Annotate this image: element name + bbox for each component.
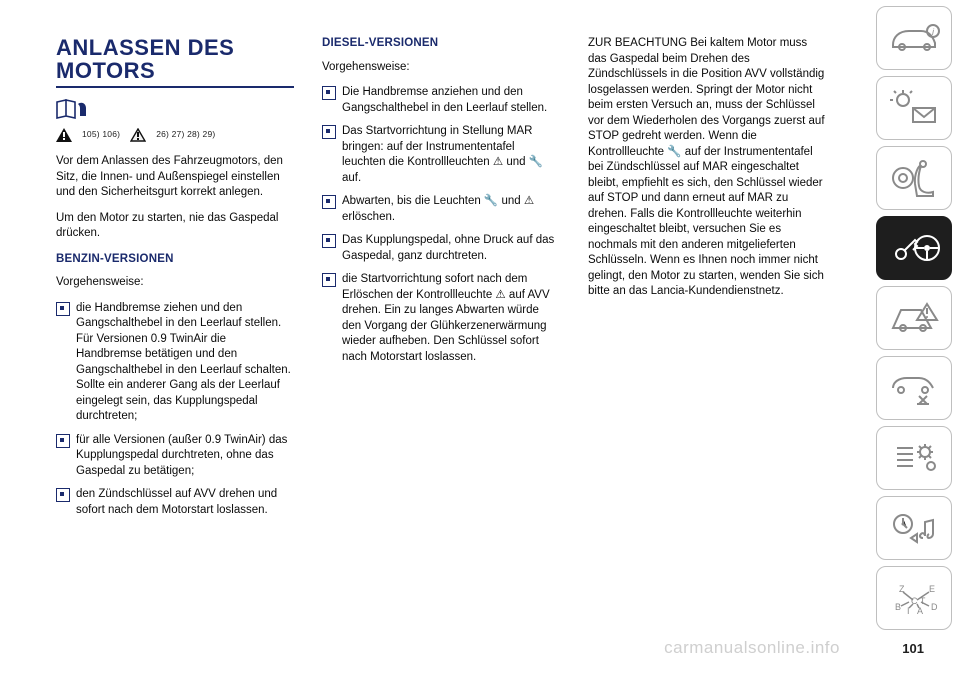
svg-text:E: E — [929, 584, 935, 594]
read-manual-row — [56, 98, 294, 120]
warn-triangle-icon — [56, 128, 72, 142]
step-diesel-2: Das Startvorrichtung in Stellung MAR bri… — [322, 124, 560, 186]
sidebar-item-settings-list[interactable] — [876, 426, 952, 490]
step-diesel-3: Abwarten, bis die Leuchten 🔧 und ⚠ erlös… — [322, 194, 560, 225]
para-note: ZUR BEACHTUNG Bei kaltem Motor muss das … — [588, 36, 826, 300]
sidebar-item-gearshift[interactable]: Z E B D I A C T — [876, 566, 952, 630]
para-no-gas: Um den Motor zu starten, nie das Gaspeda… — [56, 211, 294, 242]
title-line2: MOTORS — [56, 58, 155, 83]
sidebar-item-airbag-seat[interactable] — [876, 146, 952, 210]
manual-page: ANLASSEN DES MOTORS 105) 106) 26) 27) 28… — [0, 0, 960, 527]
column-1: ANLASSEN DES MOTORS 105) 106) 26) 27) 28… — [56, 36, 294, 527]
watermark: carmanualsonline.info — [664, 638, 840, 658]
sidebar-nav: i Z E B D I A C T — [876, 6, 952, 630]
lead-petrol: Vorgehensweise: — [56, 275, 294, 291]
sidebar-item-nav-music[interactable] — [876, 496, 952, 560]
warning-refs-row: 105) 106) 26) 27) 28) 29) — [56, 128, 294, 142]
title-underline — [56, 86, 294, 88]
steps-diesel: Die Handbremse anziehen und den Gangscha… — [322, 85, 560, 365]
warn-refs-2: 26) 27) 28) 29) — [156, 129, 215, 140]
para-before-start: Vor dem Anlassen des Fahrzeugmotors, den… — [56, 154, 294, 201]
column-3: ZUR BEACHTUNG Bei kaltem Motor muss das … — [588, 36, 826, 527]
subhead-petrol: BENZIN-VERSIONEN — [56, 252, 294, 268]
hand-book-icon — [56, 98, 90, 120]
warn-triangle-outline-icon — [130, 128, 146, 142]
svg-text:B: B — [895, 602, 901, 612]
step-diesel-4: Das Kupplungspedal, ohne Druck auf das G… — [322, 233, 560, 264]
sidebar-item-light-mail[interactable] — [876, 76, 952, 140]
sidebar-item-key-wheel[interactable] — [876, 216, 952, 280]
subhead-diesel: DIESEL-VERSIONEN — [322, 36, 560, 52]
title-line1: ANLASSEN DES — [56, 35, 234, 60]
column-2: DIESEL-VERSIONEN Vorgehensweise: Die Han… — [322, 36, 560, 527]
sidebar-item-car-warning[interactable] — [876, 286, 952, 350]
step-petrol-2: für alle Versionen (außer 0.9 TwinAir) d… — [56, 433, 294, 480]
step-diesel-1: Die Handbremse anziehen und den Gangscha… — [322, 85, 560, 116]
svg-text:i: i — [932, 27, 935, 37]
step-petrol-3: den Zündschlüssel auf AVV drehen und sof… — [56, 487, 294, 518]
step-diesel-5: die Startvorrichtung sofort nach dem Erl… — [322, 272, 560, 365]
sidebar-item-car-info[interactable]: i — [876, 6, 952, 70]
page-number: 101 — [902, 641, 924, 656]
step-petrol-1: die Handbremse ziehen und den Gangschalt… — [56, 301, 294, 425]
warn-refs-1: 105) 106) — [82, 129, 120, 140]
steps-petrol: die Handbremse ziehen und den Gangschalt… — [56, 301, 294, 519]
lead-diesel: Vorgehensweise: — [322, 60, 560, 76]
sidebar-item-car-jack[interactable] — [876, 356, 952, 420]
svg-text:D: D — [931, 602, 938, 612]
section-title: ANLASSEN DES MOTORS — [56, 36, 294, 82]
svg-text:A: A — [917, 606, 923, 616]
